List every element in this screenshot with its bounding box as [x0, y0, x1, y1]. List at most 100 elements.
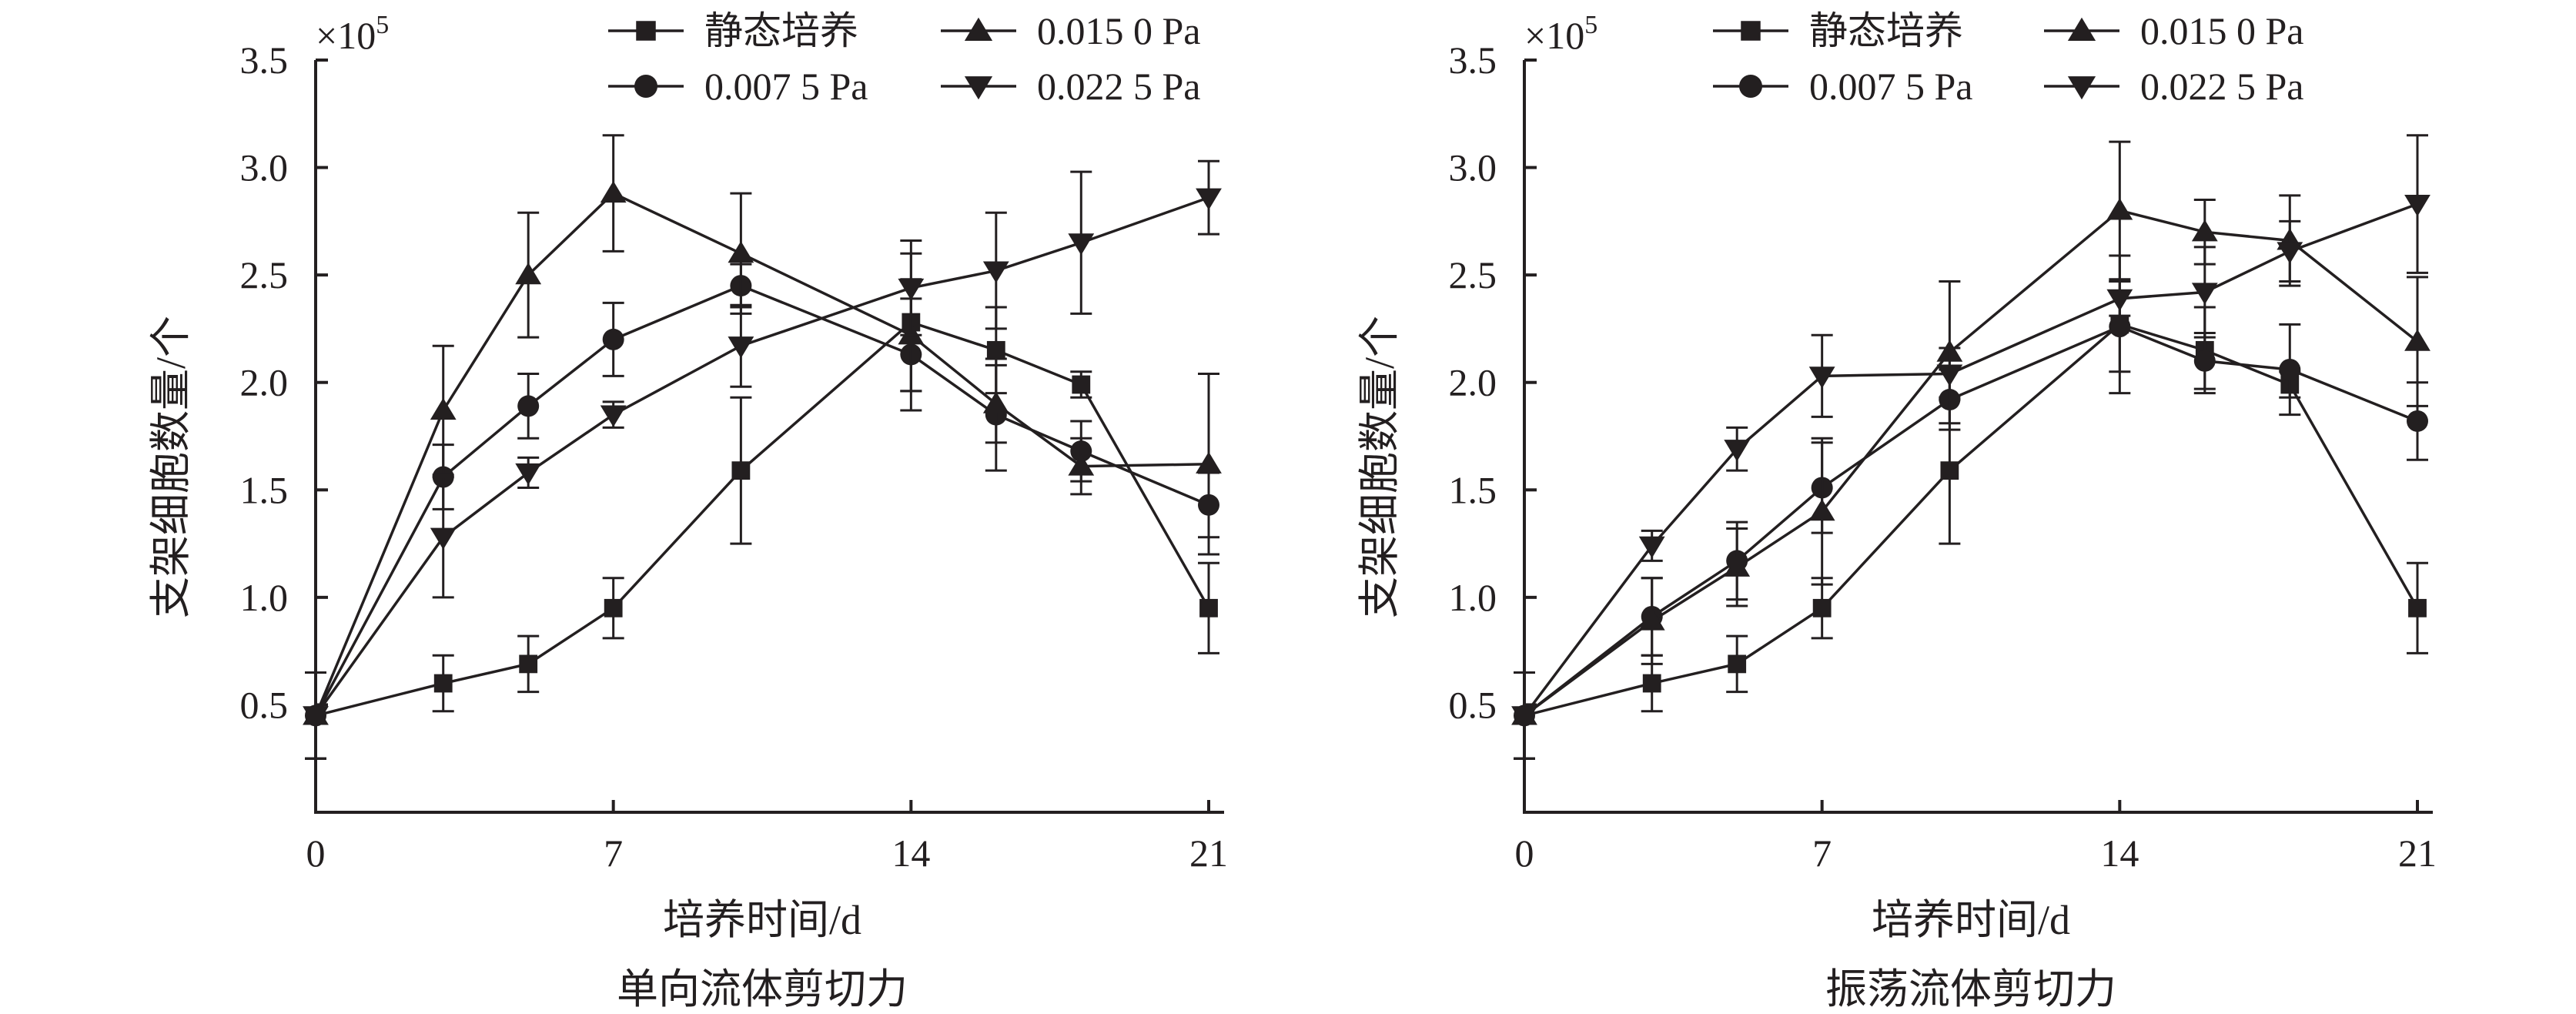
series-4	[1511, 134, 2430, 760]
data-point	[303, 706, 329, 728]
legend-label: 静态培养	[1809, 9, 1963, 52]
data-point	[2408, 598, 2427, 617]
y-tick-label: 2.0	[1449, 361, 1497, 404]
data-point	[728, 241, 754, 263]
y-tick-label: 2.5	[1449, 253, 1497, 296]
data-point	[1196, 188, 1222, 210]
legend-marker	[1739, 75, 1762, 98]
y-axis-title: 支架细胞数量/个	[148, 316, 194, 618]
x-tick-label: 7	[1812, 832, 1832, 875]
data-point	[2106, 289, 2133, 311]
data-point	[1812, 598, 1832, 617]
data-point	[2191, 219, 2218, 242]
data-point	[1728, 654, 1747, 674]
data-point	[2404, 194, 2430, 217]
y-tick-label: 0.5	[1449, 683, 1497, 726]
data-point	[604, 598, 623, 617]
data-point	[898, 278, 925, 300]
data-point	[1642, 674, 1661, 693]
legend: 静态培养 0.015 0 Pa 0.007 5 Pa 0.022 5 Pa	[1713, 9, 2304, 108]
data-point	[1724, 440, 1751, 462]
data-point	[433, 674, 453, 693]
x-tick-label: 14	[2100, 832, 2139, 875]
legend-marker	[636, 21, 656, 41]
chart-panel-1: 0.5 1.0 1.5 2.0 2.5 3.0 3.5 0 7 14 21 ×105 培养时间/d 单向流…	[148, 9, 1228, 1012]
legend-item-3: 0.015 0 Pa	[941, 9, 1201, 52]
legend-item-1: 静态培养	[1713, 9, 1963, 52]
data-point	[1068, 233, 1095, 256]
legend-marker	[2067, 17, 2096, 41]
legend-label: 0.022 5 Pa	[2140, 65, 2304, 108]
legend-item-2: 0.007 5 Pa	[608, 65, 868, 108]
legend-item-3: 0.015 0 Pa	[2044, 9, 2304, 52]
series-1	[305, 252, 1219, 760]
x-axis-title: 培养时间/d	[663, 897, 861, 943]
data-point	[1808, 366, 1835, 389]
legend-item-1: 静态培养	[608, 9, 858, 52]
chart-title: 单向流体剪切力	[617, 966, 908, 1012]
legend-label: 0.007 5 Pa	[1809, 65, 1973, 108]
data-point	[1638, 608, 1665, 631]
data-point	[2407, 410, 2428, 432]
data-point	[2193, 350, 2216, 372]
x-tick-label: 0	[306, 832, 326, 875]
series-4	[303, 159, 1222, 760]
data-point	[1199, 598, 1218, 617]
data-point	[2277, 242, 2303, 264]
data-point	[600, 405, 627, 427]
data-point	[1638, 536, 1665, 558]
x-tick-label: 14	[892, 832, 930, 875]
data-point	[2404, 329, 2430, 351]
legend-item-2: 0.007 5 Pa	[1713, 65, 1973, 108]
data-point	[1196, 451, 1222, 474]
y-multiplier: ×105	[316, 11, 389, 57]
legend-marker	[964, 17, 993, 41]
y-multiplier-exponent: 5	[376, 11, 389, 39]
data-point	[430, 397, 457, 420]
data-point	[430, 527, 457, 550]
y-tick-label: 3.0	[240, 146, 289, 189]
y-tick-label: 3.0	[1449, 146, 1497, 189]
series-line	[314, 284, 1209, 717]
legend-marker	[634, 75, 657, 98]
data-point	[731, 461, 751, 480]
data-point	[982, 261, 1009, 283]
series-3	[1511, 140, 2430, 760]
x-tick-label: 21	[1189, 832, 1228, 875]
x-tick-label: 0	[1515, 832, 1534, 875]
legend-item-4: 0.022 5 Pa	[2044, 65, 2304, 108]
data-point	[1808, 499, 1835, 521]
y-axis-title: 支架细胞数量/个	[1357, 316, 1403, 618]
legend-marker	[2067, 76, 2096, 100]
y-tick-label: 2.0	[240, 361, 289, 404]
data-point	[986, 340, 1005, 360]
chart-panel-2: 0.5 1.0 1.5 2.0 2.5 3.0 3.5 0 7 14 21 ×105 培养时间/d 振荡流…	[1357, 9, 2437, 1012]
y-multiplier-exponent: 5	[1584, 11, 1597, 39]
legend-label: 0.007 5 Pa	[704, 65, 868, 108]
data-point	[2279, 358, 2301, 380]
data-point	[515, 263, 542, 285]
data-point	[728, 336, 754, 359]
data-point	[1936, 364, 1963, 387]
legend-marker	[964, 76, 993, 100]
data-point	[1072, 375, 1091, 394]
y-multiplier: ×105	[1524, 11, 1597, 57]
data-point	[1724, 554, 1751, 577]
data-point	[2109, 316, 2131, 338]
y-tick-label: 1.5	[240, 468, 289, 511]
y-tick-label: 1.0	[1449, 576, 1497, 619]
y-multiplier-base: ×10	[316, 14, 376, 57]
data-point	[1940, 461, 1959, 480]
legend-label: 0.022 5 Pa	[1037, 65, 1201, 108]
data-point	[2106, 198, 2133, 220]
data-point	[602, 328, 624, 350]
y-tick-label: 3.5	[240, 38, 289, 82]
data-point	[519, 654, 538, 674]
series-3	[303, 134, 1222, 760]
x-axis-title: 培养时间/d	[1872, 897, 2070, 943]
data-point	[982, 391, 1009, 413]
y-multiplier-base: ×10	[1524, 14, 1584, 57]
y-tick-label: 0.5	[240, 683, 289, 726]
y-tick-label: 1.5	[1449, 468, 1497, 511]
